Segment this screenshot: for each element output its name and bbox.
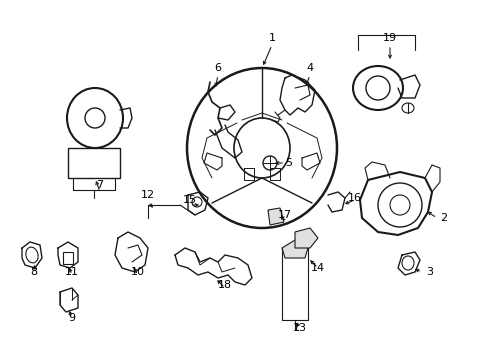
- Text: 3: 3: [426, 267, 433, 277]
- Text: 7: 7: [96, 180, 103, 190]
- Text: 11: 11: [65, 267, 79, 277]
- Text: 16: 16: [347, 193, 361, 203]
- Polygon shape: [267, 208, 284, 225]
- Text: 10: 10: [131, 267, 145, 277]
- Polygon shape: [294, 228, 317, 248]
- Text: 12: 12: [141, 190, 155, 200]
- Text: 14: 14: [310, 263, 325, 273]
- Text: 4: 4: [306, 63, 313, 73]
- Bar: [68, 148, 120, 178]
- Text: 9: 9: [68, 313, 76, 323]
- Text: 5: 5: [285, 158, 292, 168]
- Text: 18: 18: [218, 280, 232, 290]
- Text: 1: 1: [268, 33, 275, 43]
- Text: 8: 8: [30, 267, 38, 277]
- Text: 15: 15: [183, 195, 197, 205]
- Bar: [63, 252, 73, 264]
- Text: 17: 17: [277, 210, 291, 220]
- Text: 2: 2: [440, 213, 447, 223]
- Polygon shape: [282, 240, 307, 258]
- Text: 6: 6: [214, 63, 221, 73]
- Text: 13: 13: [292, 323, 306, 333]
- Text: 19: 19: [382, 33, 396, 43]
